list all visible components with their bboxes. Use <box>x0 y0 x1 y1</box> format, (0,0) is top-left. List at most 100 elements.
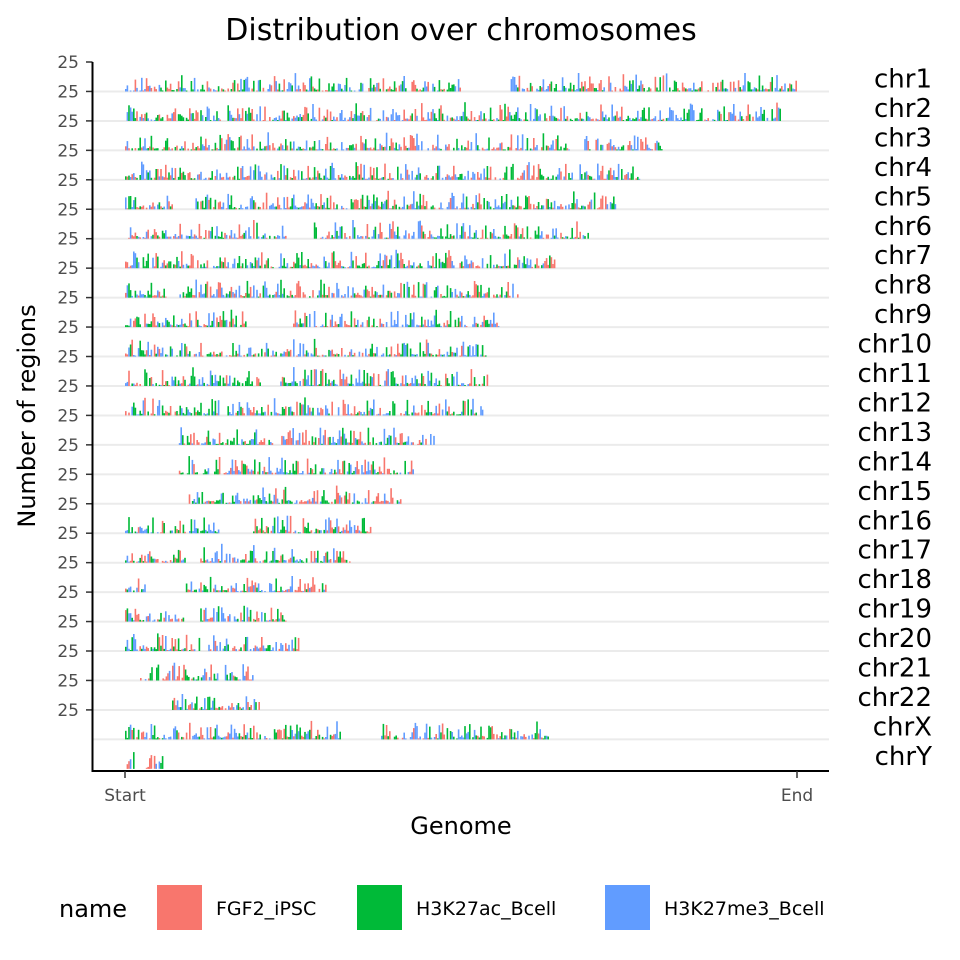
region-bar <box>430 178 433 180</box>
region-bar <box>227 383 229 386</box>
region-bar <box>469 724 471 740</box>
region-bar <box>216 380 218 386</box>
region-bar <box>161 230 164 239</box>
region-bar <box>273 76 276 92</box>
region-bar <box>515 264 517 269</box>
region-bar <box>390 178 393 180</box>
region-bar <box>265 172 268 180</box>
region-bar <box>291 501 293 504</box>
region-bar <box>125 588 127 593</box>
region-bar <box>233 207 236 210</box>
region-bar <box>139 384 141 386</box>
region-bar <box>174 168 177 180</box>
region-bar <box>157 619 159 622</box>
region-bar <box>536 177 538 180</box>
region-bar <box>587 141 589 151</box>
region-bar <box>323 355 325 357</box>
region-bar <box>308 440 310 445</box>
region-bar <box>488 323 490 328</box>
region-bar <box>193 589 196 593</box>
region-bar <box>285 235 287 239</box>
region-bar <box>266 472 269 475</box>
region-bar <box>413 284 415 298</box>
region-bar <box>171 376 173 386</box>
region-bar <box>526 119 529 121</box>
region-bar <box>241 620 244 622</box>
region-bar <box>157 115 159 121</box>
region-bar <box>144 584 146 593</box>
region-bar <box>216 354 218 357</box>
region-bar <box>419 296 421 298</box>
region-bar <box>133 383 135 386</box>
region-bar <box>240 406 242 416</box>
region-bar <box>456 294 458 298</box>
region-bar <box>733 81 735 92</box>
region-bar <box>125 325 127 328</box>
region-bar <box>201 294 204 298</box>
region-bar <box>195 147 197 151</box>
region-bar <box>237 147 239 151</box>
region-bar <box>449 288 452 298</box>
region-bar <box>613 196 615 210</box>
region-bar <box>211 375 213 386</box>
region-bar <box>776 102 778 121</box>
region-bar <box>207 696 209 710</box>
region-bar <box>219 119 221 121</box>
region-bar <box>321 205 324 210</box>
region-bar <box>149 146 151 151</box>
region-bar <box>126 85 129 92</box>
region-bar <box>184 648 186 651</box>
region-bar <box>385 199 388 210</box>
region-bar <box>325 312 327 328</box>
region-bar <box>446 378 449 386</box>
region-bar <box>213 383 215 386</box>
region-bar <box>760 90 762 92</box>
region-bar <box>761 85 764 92</box>
region-bar <box>627 89 629 92</box>
region-bar <box>139 137 141 151</box>
region-bar <box>313 311 316 328</box>
region-bar <box>196 492 199 504</box>
region-bar <box>222 442 224 445</box>
region-bar <box>252 439 254 445</box>
region-bar <box>281 293 284 298</box>
region-bar <box>157 532 159 534</box>
region-bar <box>321 468 323 475</box>
region-bar <box>161 176 164 180</box>
region-bar <box>417 90 420 92</box>
region-bar <box>225 443 227 445</box>
region-bar <box>131 207 133 210</box>
region-bar <box>758 116 761 121</box>
region-bar <box>300 500 303 504</box>
region-bar <box>590 119 593 121</box>
region-bar <box>453 84 455 92</box>
region-bar <box>315 119 317 121</box>
region-bar <box>401 375 404 386</box>
region-bar <box>449 234 452 239</box>
region-bar <box>429 380 431 386</box>
region-bar <box>261 517 263 534</box>
region-bar <box>550 105 553 121</box>
region-bar <box>136 87 138 92</box>
region-bar <box>645 137 647 151</box>
region-bar <box>197 174 199 180</box>
region-bar <box>173 315 175 328</box>
region-bar <box>169 261 172 269</box>
region-bar <box>707 90 709 92</box>
region-bar <box>523 734 525 740</box>
region-bar <box>341 530 343 534</box>
region-bar <box>203 178 205 180</box>
region-bar <box>262 148 265 151</box>
region-bar <box>197 528 199 534</box>
region-bar <box>201 734 204 740</box>
region-bar <box>560 107 562 121</box>
region-bar <box>445 325 447 328</box>
region-bar <box>291 118 293 121</box>
region-bar <box>184 414 186 416</box>
region-bar <box>237 591 239 593</box>
region-bar <box>281 644 284 652</box>
region-bar <box>326 90 329 92</box>
region-bar <box>473 208 476 210</box>
region-bar <box>243 498 245 504</box>
region-bar <box>362 472 365 475</box>
